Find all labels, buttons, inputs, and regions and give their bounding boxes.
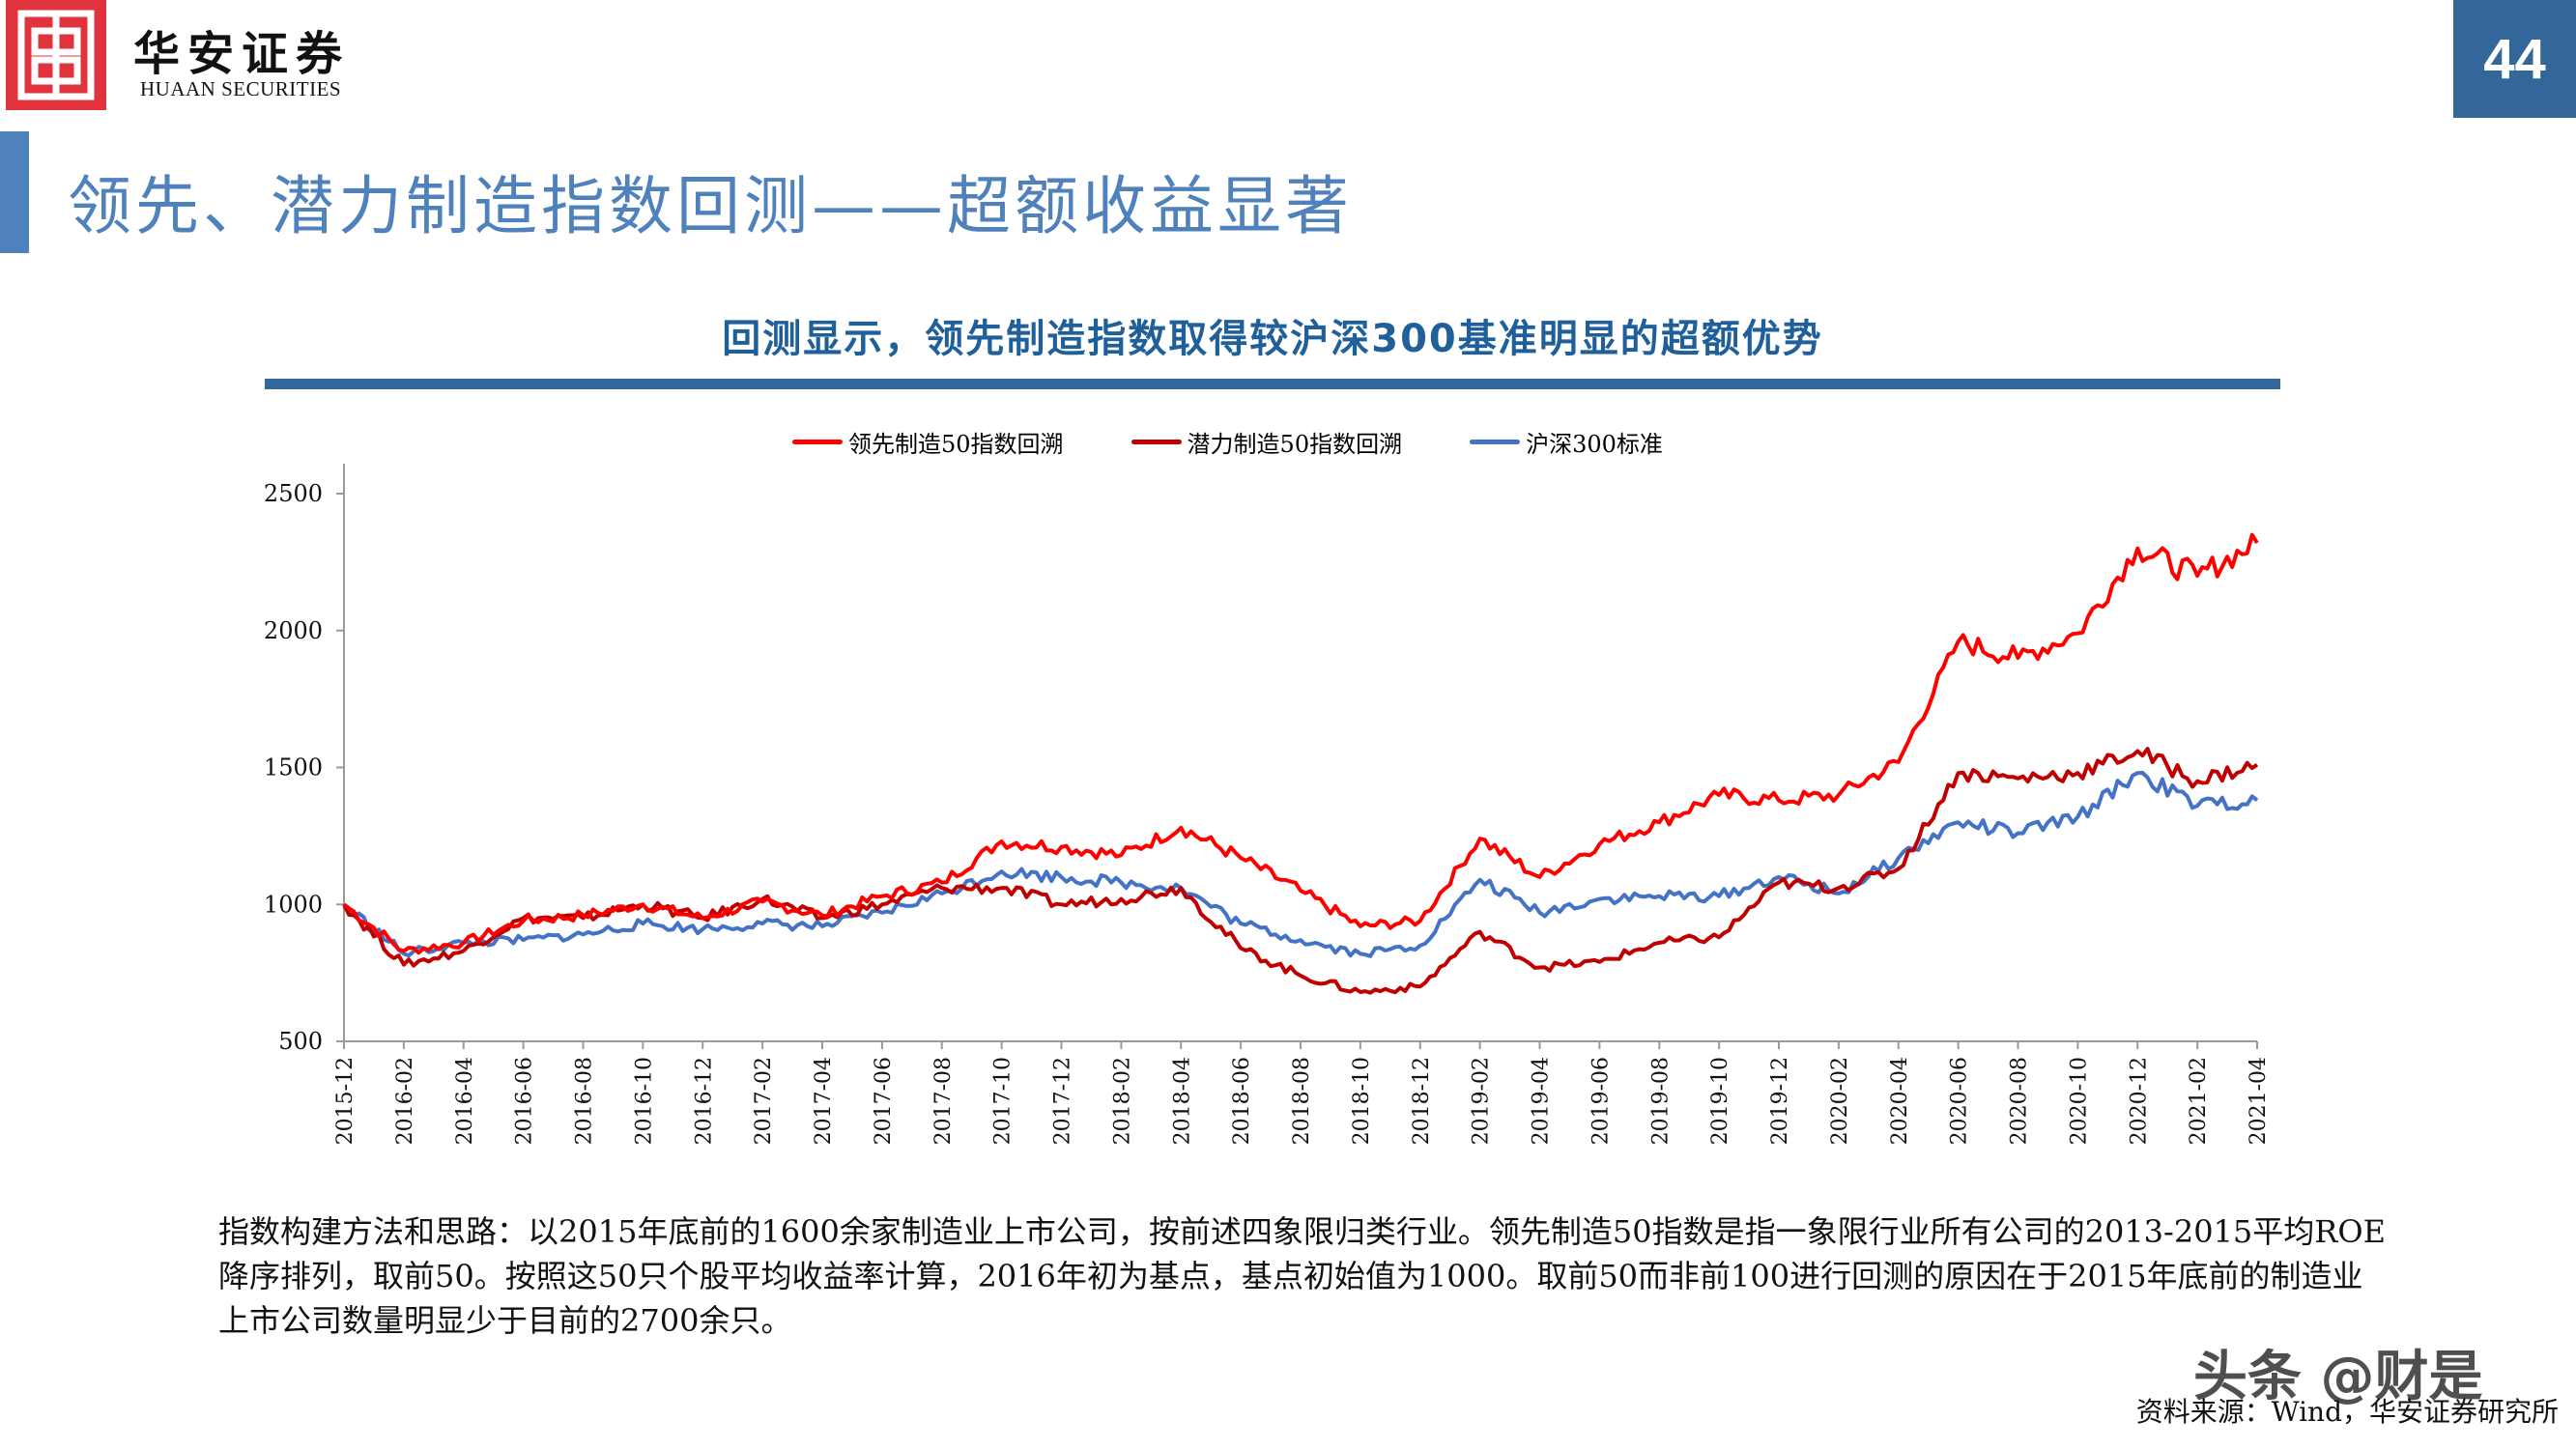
x-tick-label: 2016-02 <box>393 1057 417 1145</box>
x-tick-label: 2018-08 <box>1290 1057 1314 1145</box>
y-tick-label: 1500 <box>264 754 323 781</box>
chart-series <box>342 532 2259 995</box>
x-tick-label: 2017-08 <box>931 1057 956 1145</box>
series-line-0 <box>342 532 2259 955</box>
x-tick-label: 2018-06 <box>1230 1057 1254 1145</box>
x-tick-label: 2016-12 <box>692 1057 716 1145</box>
x-tick-label: 2018-02 <box>1110 1057 1134 1145</box>
x-tick-label: 2021-02 <box>2187 1057 2211 1145</box>
y-tick-label: 2500 <box>264 480 323 507</box>
chart-title-divider <box>265 379 2280 389</box>
x-tick-label: 2021-04 <box>2247 1057 2271 1145</box>
series-line-1 <box>342 747 2259 995</box>
x-tick-label: 2016-08 <box>573 1057 597 1145</box>
legend-label: 潜力制造50指数回溯 <box>1187 431 1403 458</box>
x-tick-label: 2019-08 <box>1648 1057 1673 1145</box>
x-tick-label: 2017-04 <box>812 1057 836 1145</box>
x-tick-label: 2017-02 <box>752 1057 776 1145</box>
legend-swatch-leading <box>792 440 843 444</box>
chart-title: 回测显示，领先制造指数取得较沪深300基准明显的超额优势 <box>722 317 1823 361</box>
methodology-note: 指数构建方法和思路：以2015年底前的1600余家制造业上市公司，按前述四象限归… <box>218 1213 2386 1339</box>
x-tick-label: 2020-10 <box>2067 1057 2091 1145</box>
x-tick-label: 2019-04 <box>1530 1057 1554 1145</box>
legend-item-leading: 领先制造50指数回溯 <box>792 425 1064 459</box>
x-tick-label: 2019-06 <box>1589 1057 1613 1145</box>
x-tick-label: 2019-02 <box>1470 1057 1494 1145</box>
y-tick-label: 500 <box>278 1028 323 1055</box>
x-tick-label: 2020-02 <box>1828 1057 1852 1145</box>
x-tick-label: 2020-06 <box>1948 1057 1972 1145</box>
legend-item-csi300: 沪深300标准 <box>1470 425 1663 459</box>
x-tick-label: 2018-04 <box>1170 1057 1194 1145</box>
x-tick-label: 2015-12 <box>333 1057 358 1145</box>
logo-knot-icon <box>17 10 95 100</box>
legend-swatch-csi300 <box>1470 440 1521 444</box>
logo-chinese-name: 华安证券 <box>133 27 351 81</box>
y-tick-label: 1000 <box>264 891 323 918</box>
legend-swatch-potential <box>1131 440 1182 444</box>
x-tick-label: 2016-04 <box>453 1057 477 1145</box>
x-tick-label: 2018-10 <box>1350 1057 1374 1145</box>
x-tick-label: 2017-12 <box>1051 1057 1075 1145</box>
x-tick-label: 2016-06 <box>513 1057 537 1145</box>
x-tick-label: 2020-04 <box>1888 1057 1912 1145</box>
legend-item-potential: 潜力制造50指数回溯 <box>1131 425 1403 459</box>
chart-axes: 500 1000 1500 2000 2500 2015-12 2016-02 2016-04… <box>264 464 2271 1145</box>
title-accent-bar <box>0 131 29 253</box>
legend-label: 领先制造50指数回溯 <box>848 431 1064 458</box>
source-citation: 资料来源：Wind，华安证券研究所 <box>2135 1396 2559 1428</box>
x-tick-label: 2019-12 <box>1768 1057 1792 1145</box>
x-tick-label: 2020-08 <box>2008 1057 2032 1145</box>
chart-legend: 领先制造50指数回溯 潜力制造50指数回溯 沪深300标准 <box>792 425 1663 459</box>
x-tick-label: 2016-10 <box>632 1057 656 1145</box>
y-tick-label: 2000 <box>264 617 323 644</box>
page-title: 领先、潜力制造指数回测——超额收益显著 <box>68 169 1353 243</box>
x-tick-label: 2018-12 <box>1410 1057 1434 1145</box>
logo-english-name: HUAAN SECURITIES <box>140 77 342 100</box>
page-number-badge: 44 <box>2453 0 2576 118</box>
huaan-logo-mark <box>6 0 106 110</box>
x-tick-label: 2019-10 <box>1708 1057 1732 1145</box>
x-tick-label: 2017-10 <box>991 1057 1016 1145</box>
watermark: 头条 @财是 <box>2193 1346 2483 1408</box>
x-tick-label: 2020-12 <box>2127 1057 2151 1145</box>
series-line-2 <box>342 771 2259 958</box>
x-tick-label: 2017-06 <box>872 1057 896 1145</box>
legend-label: 沪深300标准 <box>1526 431 1663 458</box>
